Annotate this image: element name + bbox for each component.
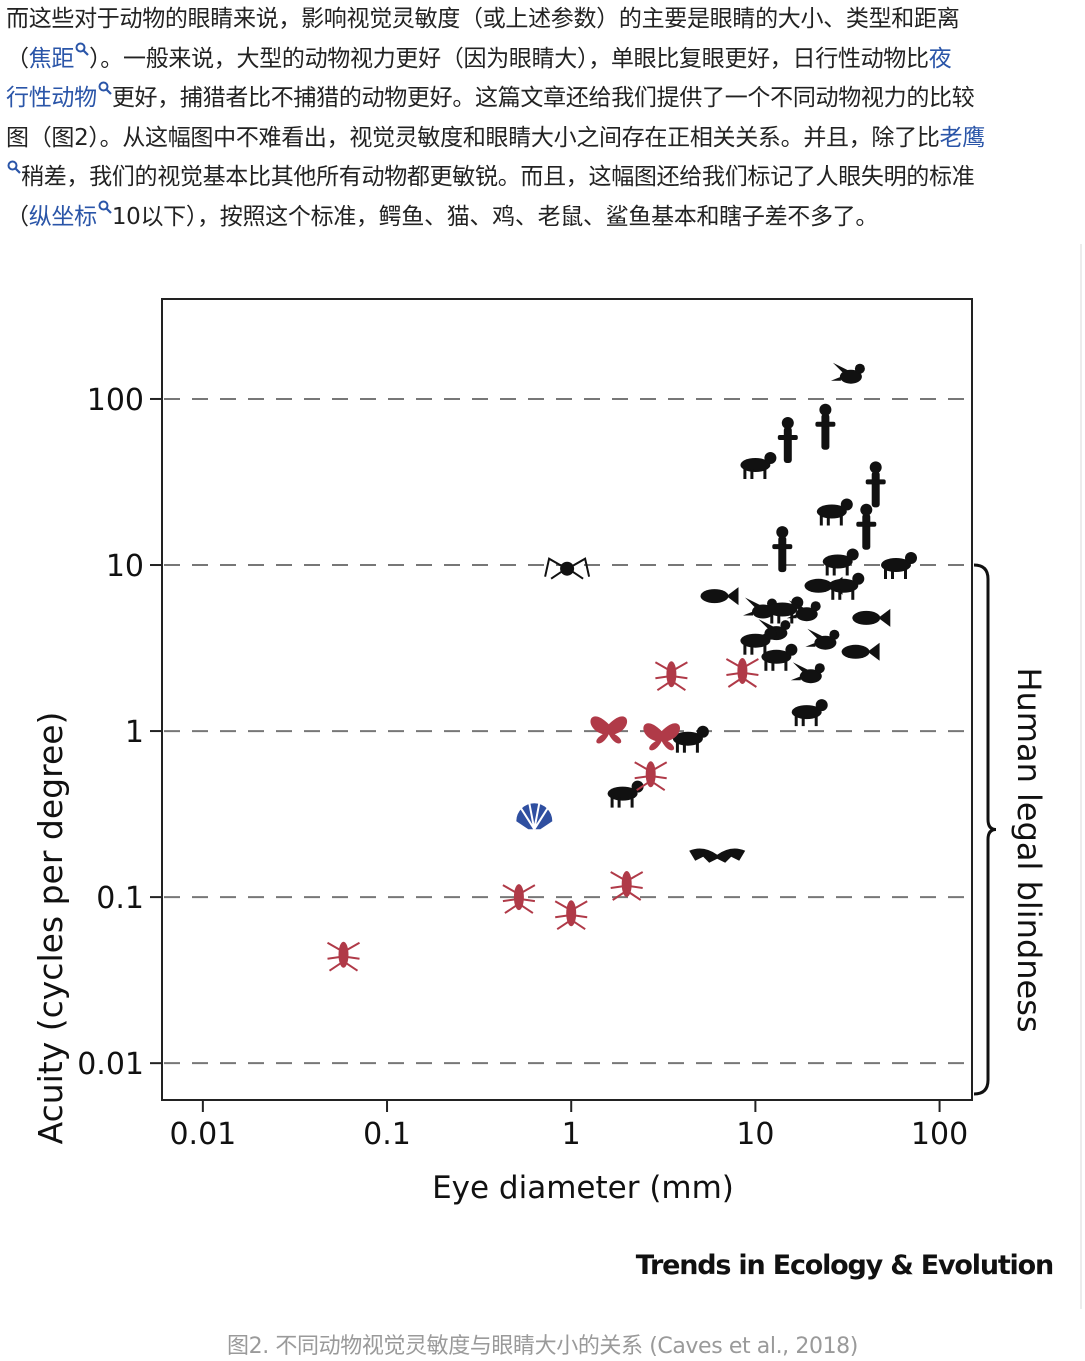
human-icon <box>815 403 836 450</box>
eagle-icon <box>830 362 865 384</box>
owl-icon <box>790 662 825 684</box>
search-icon[interactable] <box>98 81 112 95</box>
article-line: 图（图2）。从这幅图中不难看出，视觉灵敏度和眼睛大小之间存在正相关关系。并且，除… <box>6 119 1081 159</box>
article-text-run: 更好，捕猎者比不捕猎的动物更好。这篇文章还给我们提供了一个不同动物视力的比较 <box>111 85 975 112</box>
penguin-icon <box>772 526 793 573</box>
frame-edge <box>1080 244 1082 1309</box>
y-tick-label: 100 <box>87 383 144 418</box>
small-insect-icon <box>327 941 360 972</box>
journal-credit: Trends in Ecology & Evolution <box>635 1250 1054 1281</box>
crayfish-icon <box>610 871 644 901</box>
bee-icon <box>634 761 668 792</box>
reptile-icon <box>761 643 798 671</box>
y-axis-label: Acuity (cycles per degree) <box>31 712 70 1145</box>
x-axis-ticks: 0.01 0.1 1 10 100 <box>169 1100 968 1152</box>
x-tick-label: 0.01 <box>169 1117 236 1152</box>
article-line: 而这些对于动物的眼睛来说，影响视觉灵敏度（或上述参数）的主要是眼睛的大小、类型和… <box>6 0 1081 40</box>
x-axis-label: Eye diameter (mm) <box>432 1170 734 1206</box>
x-tick-label: 1 <box>562 1117 581 1152</box>
parrot-icon <box>805 628 840 650</box>
search-icon[interactable] <box>7 160 21 175</box>
article-line: 行性动物 更好，捕猎者比不捕猎的动物更好。这篇文章还给我们提供了一个不同动物视力的… <box>6 79 1081 119</box>
chicken-icon <box>786 600 821 622</box>
cheetah-icon <box>816 498 853 526</box>
search-icon[interactable] <box>98 200 112 214</box>
article-line: （焦距 ）。一般来说，大型的动物视力更好（因为眼睛大），单眼比复眼更好，日行性动物… <box>6 40 1081 80</box>
animal-markers <box>327 362 917 972</box>
cat-icon <box>828 572 865 600</box>
term-link[interactable]: 夜 <box>928 45 952 72</box>
term-link[interactable]: 行性动物 <box>6 85 97 112</box>
sloth-icon <box>791 699 828 727</box>
term-link[interactable]: 老鹰 <box>939 124 986 151</box>
fly-icon <box>502 884 536 914</box>
y-tick-label: 1 <box>125 715 144 750</box>
butterfly-icon <box>590 716 628 744</box>
acuity-eye-size-chart: 0.01 0.1 1 10 100 0.01 0.1 1 10 100 Eye diameter… <box>31 298 1048 1206</box>
article-line: （纵坐标 10以下），按照这个标准，鳄鱼、猫、鸡、老鼠、鲨鱼基本和瞎子差不多了。 <box>6 198 1081 238</box>
seal-icon <box>841 642 880 661</box>
article-text-run: 图（图2）。从这幅图中不难看出，视觉灵敏度和眼睛大小之间存在正相关关系。并且，除… <box>6 124 940 151</box>
dragonfly-icon <box>725 658 759 688</box>
shark-icon <box>852 608 891 627</box>
bracket-label: Human legal blindness <box>1010 667 1048 1032</box>
term-link[interactable]: 焦距 <box>28 45 75 72</box>
y-axis-ticks: 0.01 0.1 1 10 100 <box>77 383 162 1082</box>
monkey-icon <box>740 452 777 479</box>
gridlines <box>164 397 970 1065</box>
ant-icon <box>554 900 588 931</box>
article-text-run: 而这些对于动物的眼睛来说，影响视觉灵敏度（或上述参数）的主要是眼睛的大小、类型和… <box>6 6 960 32</box>
goldfish-icon <box>700 587 739 606</box>
turtle-icon <box>767 596 804 624</box>
article-text-run: （ <box>6 45 29 72</box>
article-text-run: 10以下），按照这个标准，鳄鱼、猫、鸡、老鼠、鲨鱼基本和瞎子差不多了。 <box>111 203 879 230</box>
squirrel-icon <box>740 627 777 655</box>
blindness-bracket <box>973 563 997 1096</box>
scallop-icon <box>516 803 553 830</box>
y-tick-label: 0.01 <box>77 1047 144 1082</box>
giraffe-icon <box>865 461 886 508</box>
figure-caption: 图2. 不同动物视觉灵敏度与眼睛大小的关系 (Caves et al., 201… <box>227 1334 858 1359</box>
x-tick-label: 0.1 <box>363 1117 411 1152</box>
plot-frame <box>161 298 973 1101</box>
frog-icon <box>607 780 644 808</box>
y-tick-label: 10 <box>106 549 144 584</box>
article-line: 稍差，我们的视觉基本比其他所有动物都更敏锐。而且，这幅图还给我们标记了人眼失明的… <box>6 158 1081 198</box>
x-tick-label: 10 <box>736 1117 774 1152</box>
camel-icon <box>822 548 859 576</box>
article-text-run: 稍差，我们的视觉基本比其他所有动物都更敏锐。而且，这幅图还给我们标记了人眼失明的… <box>21 164 975 191</box>
mantis-shrimp-icon <box>654 661 688 692</box>
bat-icon <box>689 848 746 863</box>
ostrich-icon <box>856 503 877 550</box>
spider-icon <box>544 557 591 580</box>
article-text-run: ）。一般来说，大型的动物视力更好（因为眼睛大），单眼比复眼更好，日行性动物比 <box>89 45 929 72</box>
term-link[interactable]: 纵坐标 <box>28 203 97 230</box>
primate-icon <box>777 417 798 463</box>
y-tick-label: 0.1 <box>96 881 144 916</box>
search-icon[interactable] <box>75 42 89 56</box>
elephant-icon <box>881 552 917 579</box>
rat-icon <box>672 725 709 753</box>
moth-icon <box>643 723 681 751</box>
article-text-run: （ <box>6 203 29 230</box>
x-tick-label: 100 <box>911 1117 968 1152</box>
article-text: 而这些对于动物的眼睛来说，影响视觉灵敏度（或上述参数）的主要是眼睛的大小、类型和… <box>6 0 1081 238</box>
